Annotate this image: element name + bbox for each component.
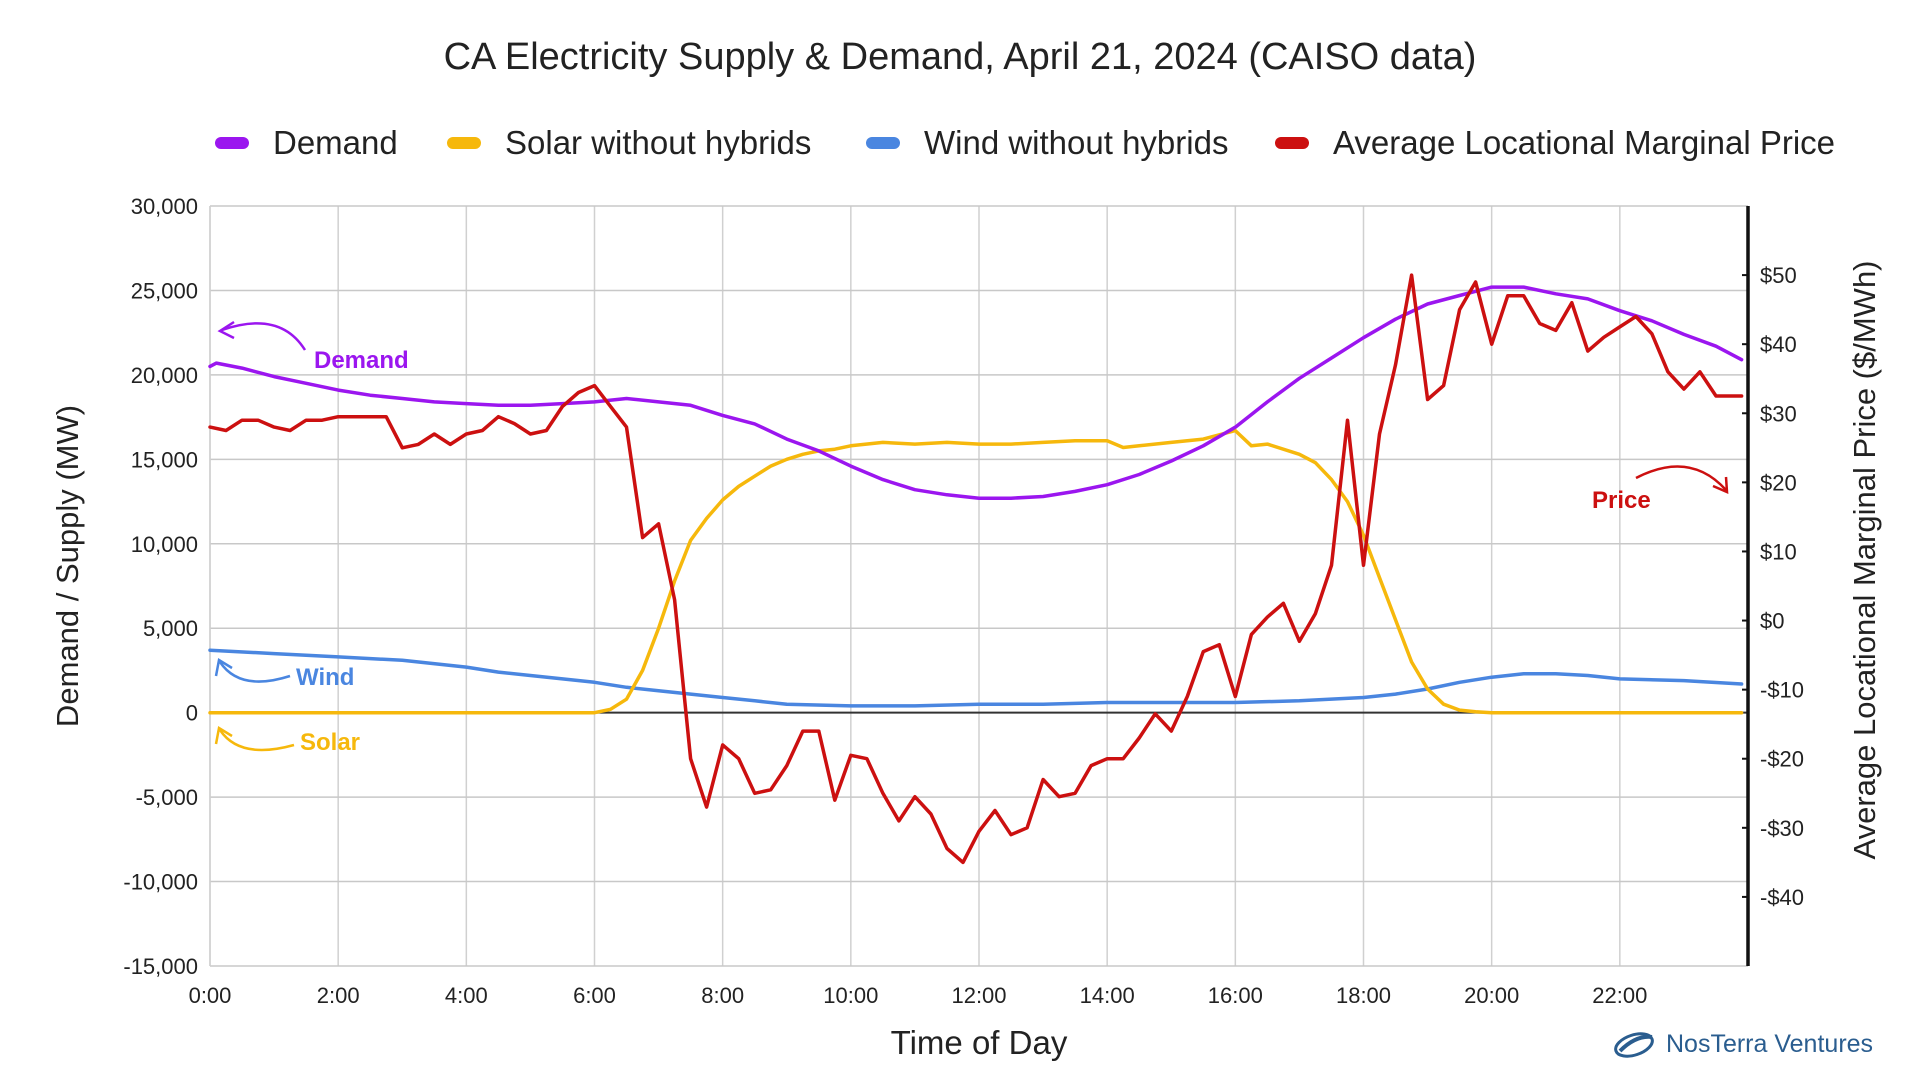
x-tick-label: 14:00 <box>1080 983 1135 1008</box>
x-tick-label: 0:00 <box>189 983 232 1008</box>
solar-annotation: Solar <box>300 729 360 756</box>
chart-title: CA Electricity Supply & Demand, April 21… <box>443 36 1477 78</box>
x-tick-label: 12:00 <box>951 983 1006 1008</box>
y-axis-label: Demand / Supply (MW) <box>50 405 85 727</box>
x-tick-label: 10:00 <box>823 983 878 1008</box>
y-tick-label: -10,000 <box>123 870 198 895</box>
brand-logo: NosTerra Ventures <box>1612 1030 1873 1059</box>
y-tick-label: 30,000 <box>131 194 198 219</box>
wind-annotation-arrow <box>218 661 291 683</box>
price-annotation-arrow <box>1635 465 1727 491</box>
x-tick-label: 16:00 <box>1208 983 1263 1008</box>
series-line-solar <box>208 428 1744 715</box>
right-tick-label: -$10 <box>1760 678 1804 703</box>
y-tick-label: 20,000 <box>131 363 198 388</box>
y-axis-right-label: Average Locational Marginal Price ($/MWh… <box>1847 260 1882 859</box>
brand-name: NosTerra Ventures <box>1666 1030 1874 1058</box>
series-line-demand <box>208 285 1744 500</box>
series-line-price <box>208 273 1744 865</box>
x-tick-label: 4:00 <box>445 983 488 1008</box>
price-annotation-arrowhead <box>1712 476 1729 494</box>
right-tick-label: -$20 <box>1760 747 1804 772</box>
x-tick-label: 18:00 <box>1336 983 1391 1008</box>
brand-logo-icon <box>1614 1031 1654 1058</box>
legend-item-wind[interactable]: Wind without hybrids <box>866 124 1228 162</box>
x-tick-label: 2:00 <box>317 983 360 1008</box>
right-tick-label: $0 <box>1760 609 1784 634</box>
y-tick-label: 0 <box>186 701 198 726</box>
chart-annotations: Demand Wind Solar Price <box>214 320 1729 756</box>
legend-label-wind: Wind without hybrids <box>924 124 1229 161</box>
legend-label-price: Average Locational Marginal Price <box>1333 124 1836 161</box>
y-tick-label: -15,000 <box>123 954 198 979</box>
x-tick-label: 6:00 <box>573 983 616 1008</box>
legend-swatch-price <box>1275 137 1309 149</box>
right-tick-label: $40 <box>1760 332 1797 357</box>
y-tick-label: 5,000 <box>143 616 198 641</box>
y-tick-label: 15,000 <box>131 447 198 472</box>
legend-label-demand: Demand <box>273 124 398 161</box>
solar-annotation-arrow <box>218 729 295 752</box>
legend-swatch-solar <box>447 137 481 149</box>
legend-swatch-demand <box>215 137 249 149</box>
legend-item-solar[interactable]: Solar without hybrids <box>447 124 811 162</box>
right-tick-label: $30 <box>1760 401 1797 426</box>
x-tick-label: 22:00 <box>1592 983 1647 1008</box>
price-annotation: Price <box>1592 487 1651 514</box>
demand-annotation-arrow <box>221 322 307 351</box>
demand-annotation: Demand <box>314 347 409 374</box>
y-tick-label: 10,000 <box>131 532 198 557</box>
x-axis-label: Time of Day <box>891 1024 1068 1061</box>
legend-item-demand[interactable]: Demand <box>215 124 398 162</box>
legend-label-solar: Solar without hybrids <box>505 124 812 161</box>
right-tick-label: -$30 <box>1760 816 1804 841</box>
wind-annotation: Wind <box>296 664 354 691</box>
chart-grid <box>209 205 1748 967</box>
solar-annotation-arrowhead <box>214 725 233 745</box>
wind-annotation-arrowhead <box>214 657 233 677</box>
right-tick-label: $50 <box>1760 263 1797 288</box>
series-line-wind <box>208 648 1744 708</box>
right-tick-label: -$40 <box>1760 885 1804 910</box>
y-tick-label: 25,000 <box>131 278 198 303</box>
y-tick-label: -5,000 <box>136 785 198 810</box>
x-tick-label: 8:00 <box>701 983 744 1008</box>
legend-item-price[interactable]: Average Locational Marginal Price <box>1275 124 1835 162</box>
legend-swatch-wind <box>866 137 900 149</box>
chart-legend: Demand Solar without hybrids Wind withou… <box>0 124 1920 168</box>
chart-series <box>208 273 1744 865</box>
chart-axes: 0:00 2:00 4:00 6:00 8:00 10:00 12:00 14:00 16:00… <box>50 194 1882 1061</box>
right-tick-label: $20 <box>1760 470 1797 495</box>
right-tick-label: $10 <box>1760 539 1797 564</box>
x-tick-label: 20:00 <box>1464 983 1519 1008</box>
demand-annotation-arrowhead <box>217 320 235 340</box>
